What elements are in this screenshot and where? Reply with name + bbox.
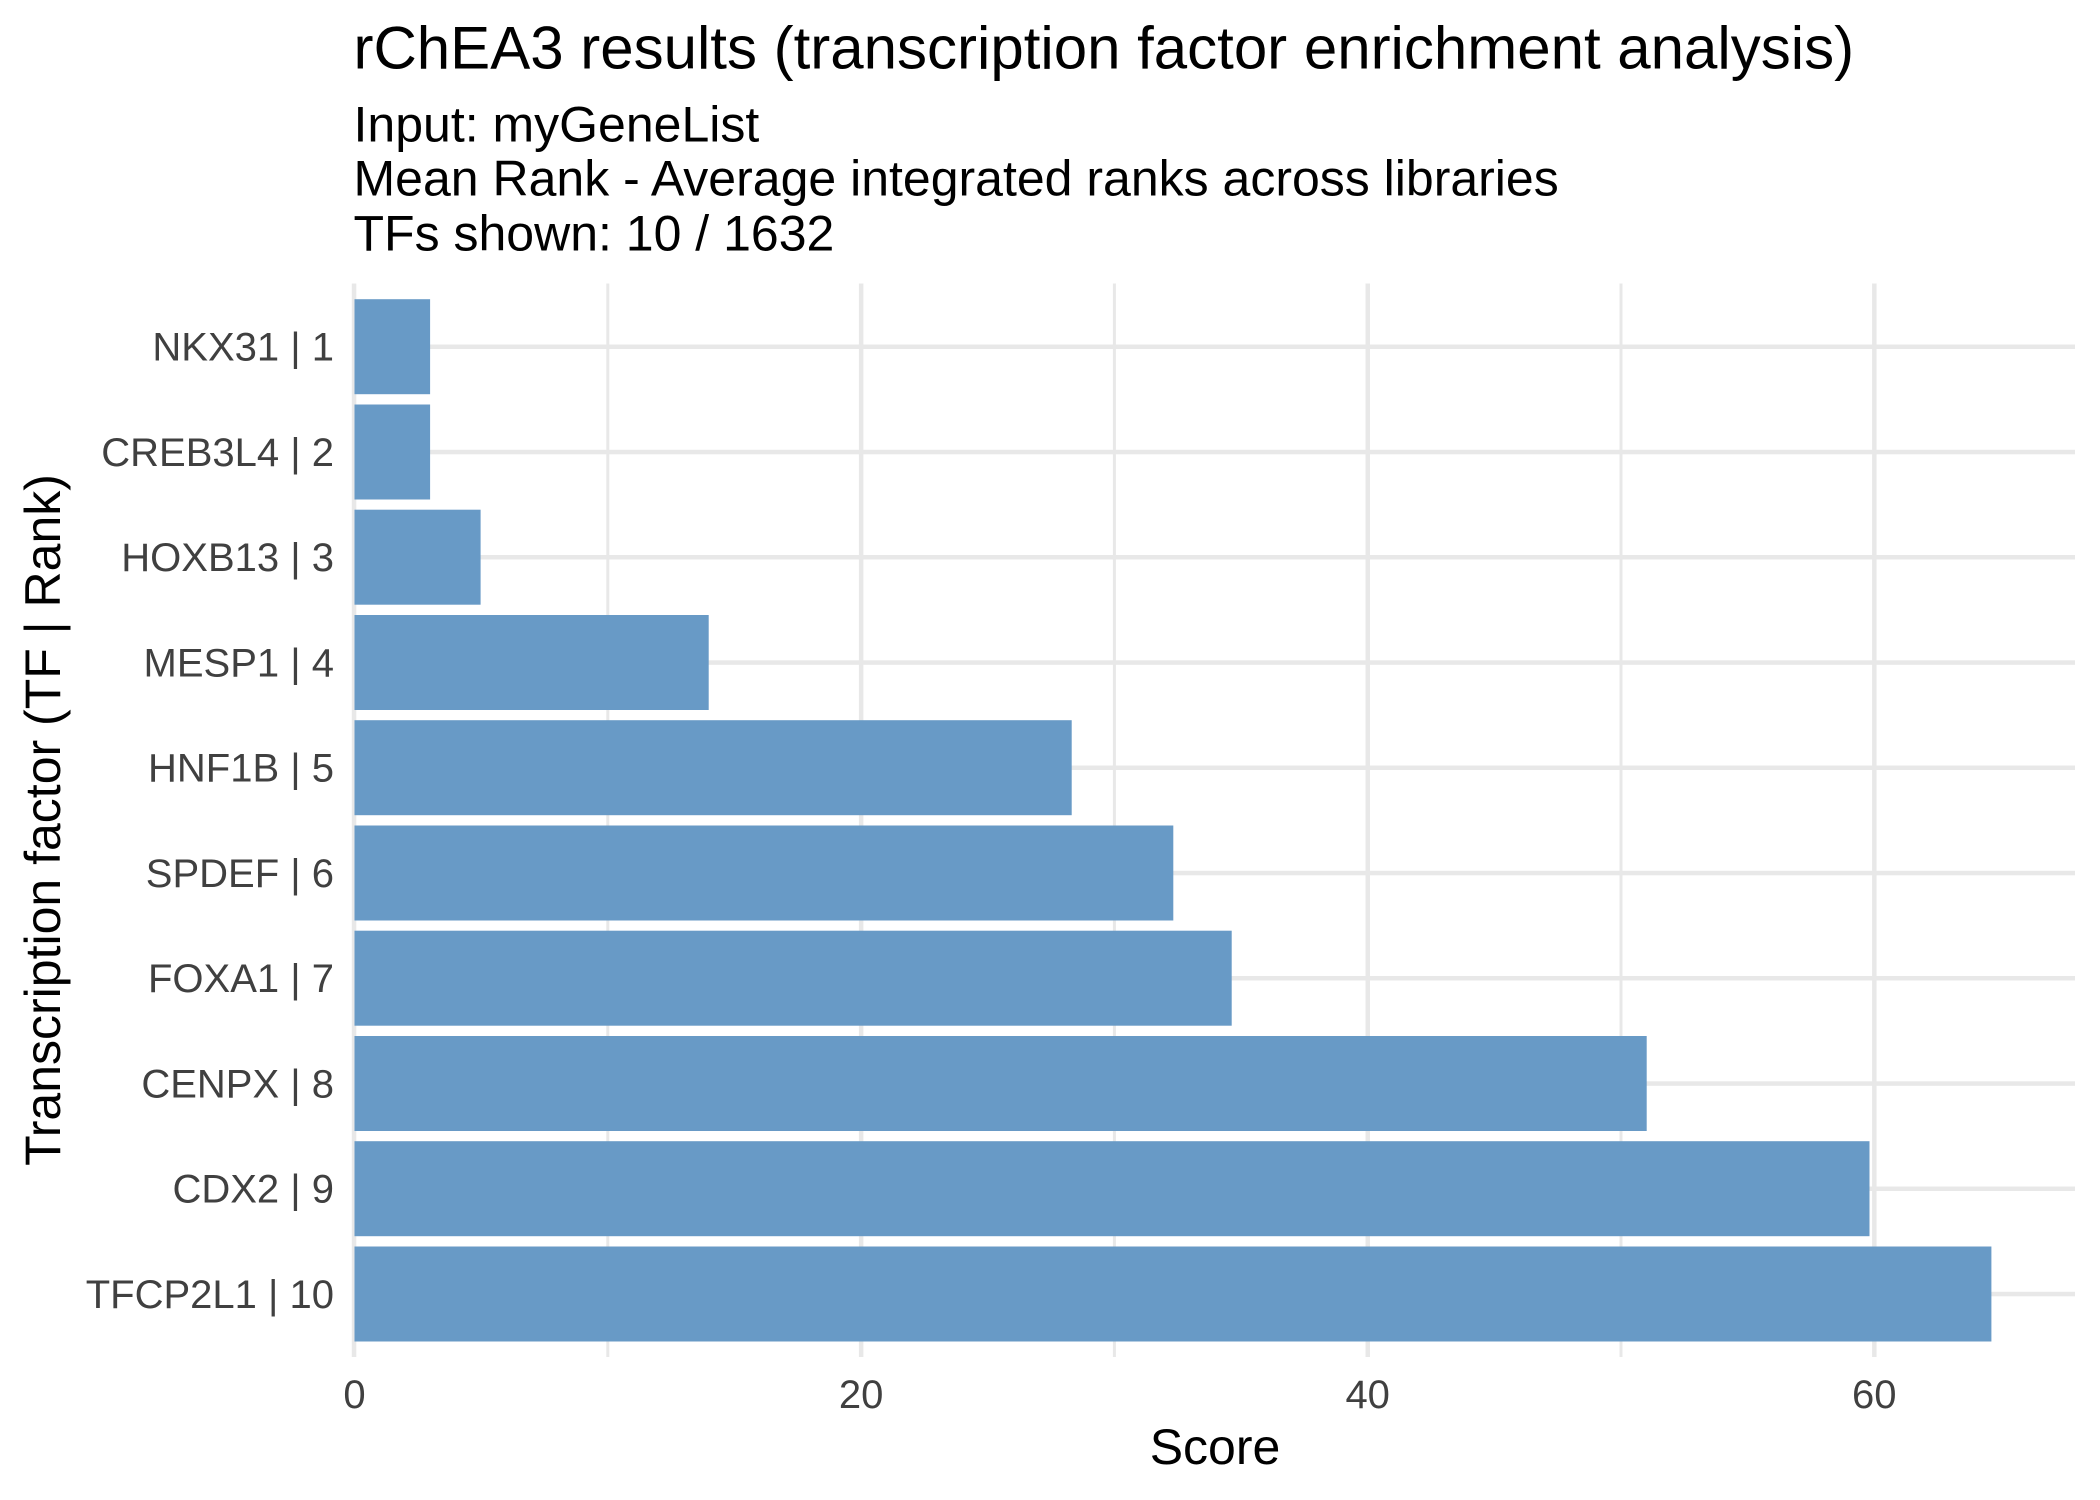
svg-text:HNF1B | 5: HNF1B | 5 — [148, 747, 334, 791]
svg-text:rChEA3 results (transcription: rChEA3 results (transcription factor enr… — [354, 15, 1855, 82]
svg-text:CREB3L4 | 2: CREB3L4 | 2 — [101, 431, 334, 475]
svg-text:NKX31 | 1: NKX31 | 1 — [152, 326, 334, 370]
svg-text:SPDEF | 6: SPDEF | 6 — [146, 852, 334, 896]
svg-text:TFCP2L1 | 10: TFCP2L1 | 10 — [86, 1273, 334, 1317]
svg-text:CENPX | 8: CENPX | 8 — [141, 1063, 334, 1107]
svg-text:Transcription factor (TF | Ran: Transcription factor (TF | Rank) — [15, 474, 71, 1166]
svg-text:TFs shown: 10 / 1632: TFs shown: 10 / 1632 — [354, 206, 835, 262]
svg-text:HOXB13 | 3: HOXB13 | 3 — [121, 536, 334, 580]
svg-text:Score: Score — [1150, 1419, 1281, 1475]
svg-text:0: 0 — [343, 1373, 365, 1417]
svg-text:CDX2 | 9: CDX2 | 9 — [172, 1168, 334, 1212]
svg-text:MESP1 | 4: MESP1 | 4 — [144, 642, 334, 686]
svg-text:40: 40 — [1345, 1373, 1390, 1417]
svg-text:FOXA1 | 7: FOXA1 | 7 — [148, 957, 334, 1001]
svg-text:20: 20 — [839, 1373, 884, 1417]
svg-text:60: 60 — [1852, 1373, 1897, 1417]
svg-text:Input: myGeneList: Input: myGeneList — [354, 97, 760, 153]
svg-text:Mean Rank - Average integrated: Mean Rank - Average integrated ranks acr… — [354, 151, 1559, 207]
